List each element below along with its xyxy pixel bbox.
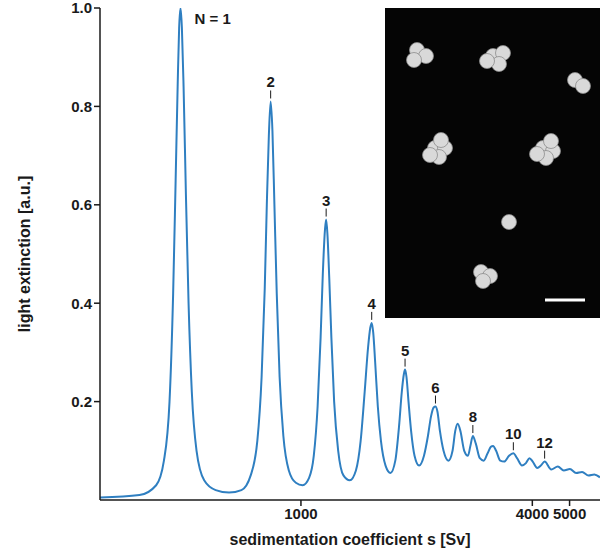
svg-text:5000: 5000 <box>553 505 586 522</box>
svg-text:4: 4 <box>368 295 377 312</box>
svg-text:5: 5 <box>401 342 409 359</box>
svg-text:0.6: 0.6 <box>71 196 92 213</box>
svg-text:10: 10 <box>505 425 522 442</box>
svg-text:8: 8 <box>469 408 477 425</box>
svg-text:3: 3 <box>322 192 330 209</box>
svg-text:0.4: 0.4 <box>71 295 93 312</box>
svg-text:light extinction [a.u.]: light extinction [a.u.] <box>16 176 33 332</box>
svg-text:4000: 4000 <box>516 505 549 522</box>
svg-text:sedimentation coefficient s [S: sedimentation coefficient s [Sv] <box>230 531 471 548</box>
svg-text:1000: 1000 <box>284 505 317 522</box>
svg-text:12: 12 <box>536 434 553 451</box>
svg-text:0.8: 0.8 <box>71 98 92 115</box>
svg-text:N = 1: N = 1 <box>195 10 231 27</box>
svg-text:6: 6 <box>431 379 439 396</box>
svg-text:0.2: 0.2 <box>71 393 92 410</box>
svg-text:2: 2 <box>266 73 274 90</box>
svg-text:1.0: 1.0 <box>71 0 92 16</box>
